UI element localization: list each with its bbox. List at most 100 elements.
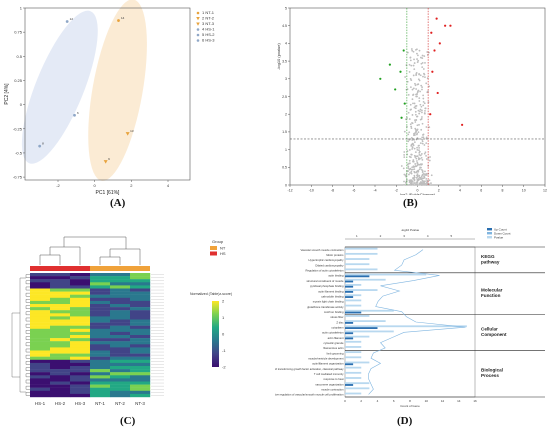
ns-point — [416, 95, 418, 98]
heatmap-cell — [70, 390, 91, 395]
ns-point — [410, 181, 413, 184]
ns-point — [413, 174, 416, 177]
category-label: limb grooming — [327, 351, 344, 355]
heatmap-cell — [110, 300, 131, 305]
heatmap-cell — [50, 390, 71, 395]
x-axis-label: log2 (FoldsChange) — [400, 192, 436, 195]
ns-point — [419, 108, 422, 111]
heatmap-cell — [70, 338, 91, 342]
ns-point — [418, 174, 421, 177]
ns-point — [408, 63, 411, 66]
bottom-tick-label: 0 — [344, 399, 346, 403]
group-label: KEGG — [481, 254, 495, 259]
ns-point — [420, 153, 423, 155]
legend-label: 2 NT-2 — [202, 16, 215, 21]
group-label: Biological — [481, 368, 503, 373]
heatmap-cell — [130, 322, 151, 326]
ns-point — [425, 126, 428, 128]
heatmap-cell — [110, 273, 131, 277]
x-tick-label: 0 — [94, 183, 97, 188]
heatmap-cell — [110, 304, 131, 308]
heatmap-cell — [110, 307, 131, 311]
ns-point — [425, 82, 428, 85]
heatmap-cell — [70, 288, 91, 292]
group-legend-swatch — [210, 246, 217, 250]
ns-point — [417, 83, 420, 86]
heatmap-cell — [90, 291, 111, 295]
ns-point — [412, 50, 415, 53]
heatmap-cell — [30, 313, 51, 317]
ns-point — [419, 142, 422, 145]
down-point — [402, 49, 405, 52]
group-legend-title: Group — [212, 239, 224, 244]
ns-point — [421, 173, 424, 176]
hs-confidence-ellipse — [21, 10, 98, 164]
heatmap-cell — [110, 322, 131, 326]
category-label: glutathione transferase activity — [307, 305, 344, 309]
heatmap-cell — [130, 344, 151, 348]
point-label: 13 — [130, 129, 134, 133]
ns-point — [413, 102, 416, 105]
heatmap-cell — [110, 335, 131, 339]
heatmap-cell — [130, 384, 151, 388]
ns-point — [414, 183, 417, 186]
point-label: 6 — [77, 111, 79, 115]
heatmap-cell — [110, 372, 131, 376]
ns-point — [404, 76, 407, 78]
heatmap-cell — [110, 362, 131, 367]
heatmap-cell — [70, 307, 91, 311]
ns-point — [415, 118, 418, 121]
ns-point — [413, 68, 416, 71]
y-tick-label: 2.5 — [282, 95, 287, 99]
up-point — [431, 70, 434, 73]
panel-a-label: (A) — [110, 197, 126, 209]
ns-point — [424, 174, 427, 177]
x-tick-label: -4 — [373, 189, 376, 193]
heatmap-cell — [90, 384, 111, 388]
heatmap-cell — [110, 390, 131, 395]
ns-point — [419, 103, 422, 106]
ns-point — [406, 117, 408, 119]
ns-point — [408, 159, 411, 162]
heatmap-cell — [30, 291, 51, 295]
category-label: negative regulation of vascular/smooth m… — [275, 393, 344, 397]
ns-point — [403, 151, 406, 153]
ns-point — [411, 114, 414, 116]
heatmap-cell — [30, 384, 51, 388]
x-tick-label: 0 — [417, 189, 419, 193]
ns-point — [407, 111, 410, 114]
ns-point — [417, 163, 420, 166]
heatmap-cell — [30, 372, 51, 376]
ns-point — [415, 130, 417, 133]
category-label: actin binding — [328, 274, 344, 278]
down-count-bar — [345, 327, 378, 329]
up-count-bar — [345, 382, 370, 385]
heatmap-cell — [50, 319, 71, 323]
heatmap-cell — [130, 276, 151, 280]
y-tick-label: 0.5 — [16, 54, 22, 59]
ns-point — [430, 174, 433, 177]
up-count-bar — [345, 356, 362, 359]
ns-point — [412, 181, 414, 183]
up-count-bar — [345, 304, 362, 307]
ns-point — [419, 154, 422, 157]
heatmap-cell — [130, 347, 151, 351]
ns-point — [421, 57, 424, 60]
ns-point — [418, 153, 421, 156]
heatmap-cell — [130, 307, 151, 311]
top-tick-label: 4 — [427, 234, 429, 238]
ns-point — [412, 64, 415, 67]
ns-point — [420, 128, 423, 131]
ns-point — [419, 74, 422, 77]
heatmap-cell — [50, 307, 71, 311]
ns-point — [411, 142, 414, 145]
heatmap-cell — [130, 300, 151, 305]
heatmap-cell — [130, 335, 151, 339]
heatmap-cell — [70, 313, 91, 317]
legend-label: 6 HS-3 — [202, 38, 215, 43]
heatmap-cell — [70, 381, 91, 385]
panel-c-label: (C) — [120, 415, 136, 427]
ns-point — [425, 136, 428, 139]
ns-point — [420, 84, 423, 87]
ns-point — [421, 170, 424, 172]
